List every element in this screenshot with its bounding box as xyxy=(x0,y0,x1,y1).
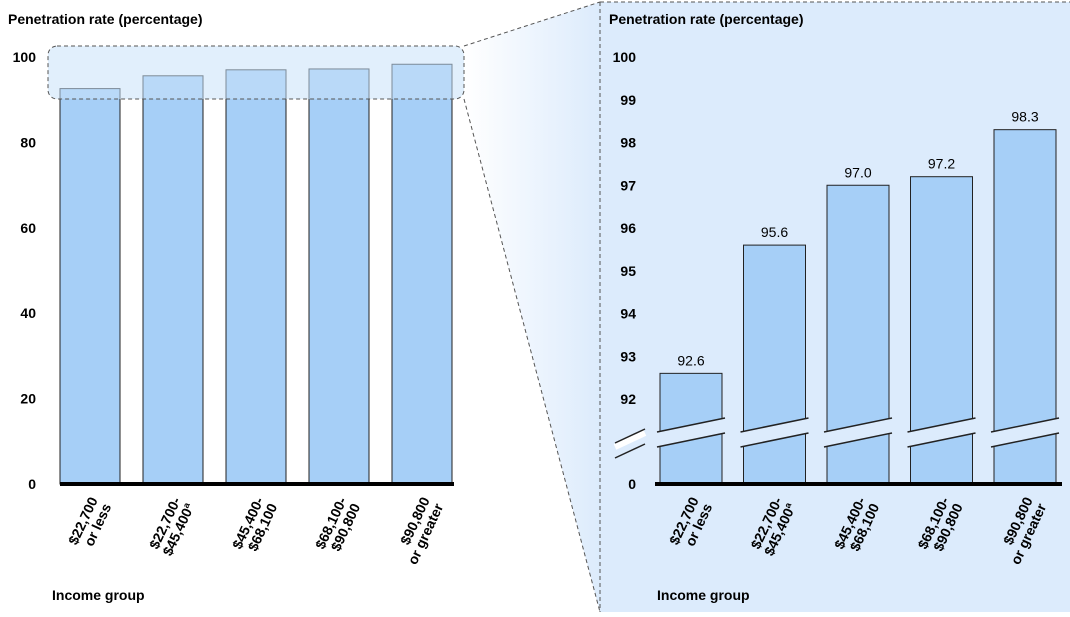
left-y-axis-title: Penetration rate (percentage) xyxy=(8,11,203,27)
left-category-label: $90,800or greater xyxy=(391,494,447,567)
left-category-label: $22,700-$45,400ª xyxy=(146,494,198,558)
right-y-tick-label: 93 xyxy=(620,348,636,364)
bar-break-gap xyxy=(907,418,976,447)
zoom-connector-fill xyxy=(464,2,600,612)
left-bar xyxy=(391,63,453,485)
right-y-tick-label: 100 xyxy=(613,49,637,65)
bar-break-gap xyxy=(657,418,725,447)
bar-break-line xyxy=(823,417,893,433)
right-bars: 92.6 95.6 97.0 97.2 98.3 xyxy=(656,109,1060,485)
right-data-label: 92.6 xyxy=(677,352,704,368)
zoom-connector-top-line xyxy=(463,1,601,47)
left-y-tick-label: 80 xyxy=(20,134,36,150)
right-data-label: 98.3 xyxy=(1011,109,1038,125)
right-data-label: 97.0 xyxy=(844,164,871,180)
bar-break-gap xyxy=(824,418,892,447)
bar-break-line xyxy=(656,432,726,448)
right-bar xyxy=(743,244,806,485)
bar-break-gap xyxy=(740,418,809,447)
bar-break-gap xyxy=(991,418,1059,447)
left-bar xyxy=(308,68,370,485)
bar-break-line xyxy=(990,417,1060,433)
left-y-tick-label: 0 xyxy=(28,476,36,492)
right-y-tick-label: 95 xyxy=(620,263,636,279)
right-category-label: $22,700or less xyxy=(666,494,716,553)
left-category-label: $22,700or less xyxy=(65,494,115,553)
left-y-tick-label: 100 xyxy=(13,49,37,65)
right-y-tick-label: 92 xyxy=(620,391,636,407)
right-y-tick-label: 99 xyxy=(620,92,636,108)
right-data-label: 97.2 xyxy=(928,156,955,172)
bar-break-line xyxy=(656,417,726,433)
right-y-tick-label: 96 xyxy=(620,220,636,236)
bar-break-line xyxy=(740,417,809,433)
right-y-axis-ticks: 0 92 93 94 95 96 97 98 99 100 xyxy=(613,49,637,492)
right-y-tick-label: 97 xyxy=(620,177,636,193)
left-x-axis-title: Income group xyxy=(52,587,145,603)
zoom-connector-bottom-line xyxy=(463,98,601,613)
left-y-axis-ticks: 0 20 40 60 80 100 xyxy=(13,49,37,492)
left-y-tick-label: 60 xyxy=(20,220,36,236)
bar-break-line xyxy=(907,417,976,433)
left-bar xyxy=(59,88,121,485)
left-y-tick-label: 20 xyxy=(20,391,36,407)
bar-break-line xyxy=(907,432,976,448)
right-y-tick-label: 0 xyxy=(628,476,636,492)
left-chart-full-scale: Penetration rate (percentage) Income gro… xyxy=(8,11,465,603)
left-category-label: $68,100-$90,800 xyxy=(312,494,364,557)
left-y-tick-label: 40 xyxy=(20,305,36,321)
right-y-axis-title: Penetration rate (percentage) xyxy=(609,11,804,27)
bar-break-line xyxy=(990,432,1060,448)
zoom-highlight-region xyxy=(47,45,465,100)
right-y-tick-label: 98 xyxy=(620,135,636,151)
right-x-axis-title: Income group xyxy=(657,587,750,603)
left-bar xyxy=(225,69,287,485)
right-y-tick-label: 94 xyxy=(620,306,636,322)
bar-break-line xyxy=(823,432,893,448)
right-data-label: 95.6 xyxy=(761,224,788,240)
left-category-labels: $22,700or less $22,700-$45,400ª $45,400-$6… xyxy=(65,494,447,567)
left-category-label: $45,400-$68,100 xyxy=(229,494,281,557)
axis-break-icon xyxy=(613,428,647,459)
left-bar xyxy=(142,75,204,485)
left-bars xyxy=(59,63,453,485)
bar-break-line xyxy=(740,432,809,448)
